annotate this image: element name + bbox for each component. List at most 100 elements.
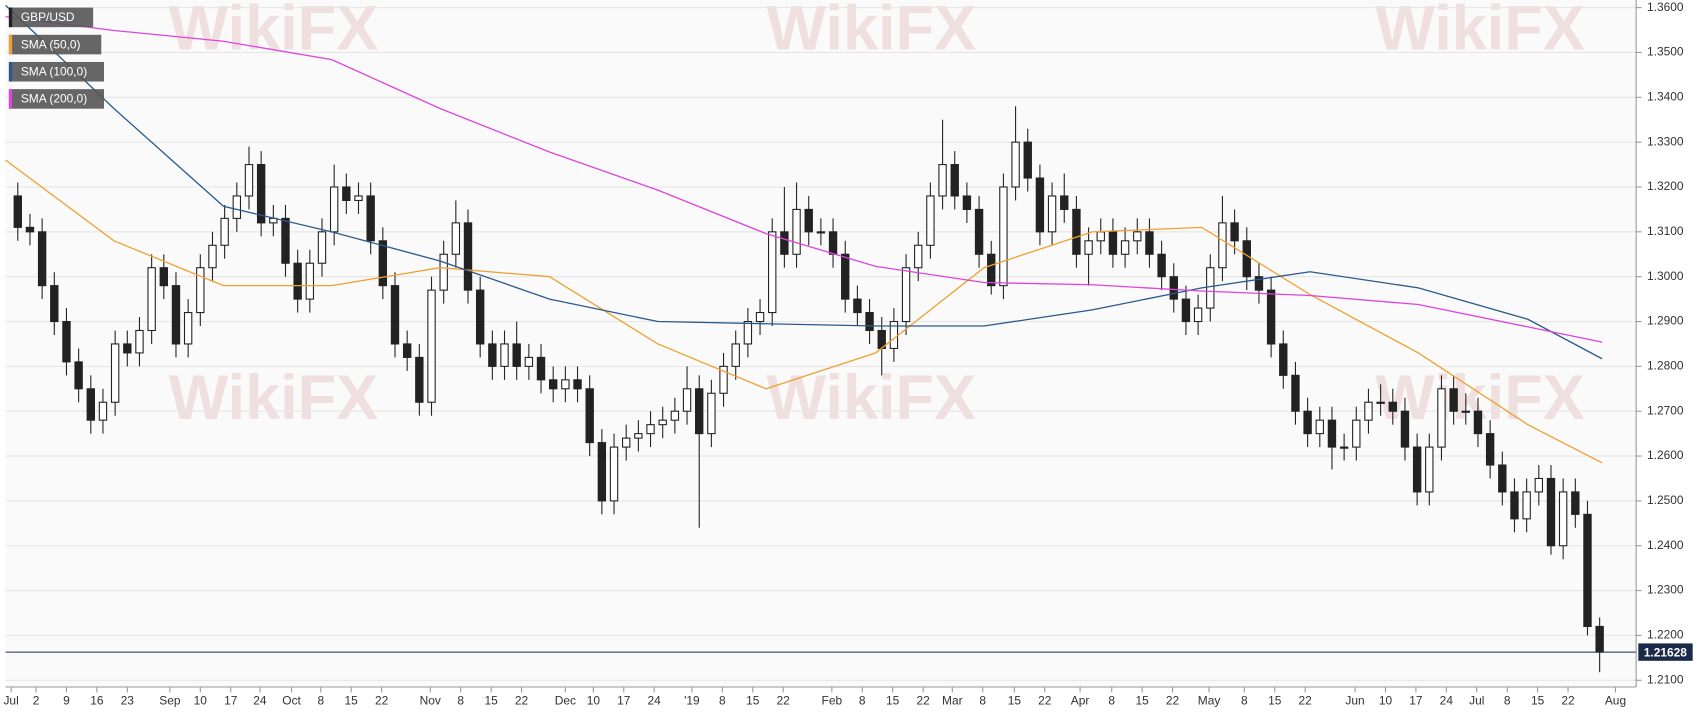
candle-body xyxy=(74,361,83,390)
y-tick-label: 1.2300 xyxy=(1647,583,1684,597)
y-tick-label: 1.2100 xyxy=(1647,672,1684,686)
x-tick-label: 8 xyxy=(1504,693,1511,707)
candle-body xyxy=(950,164,959,197)
candle-body xyxy=(1327,419,1337,448)
candle-body xyxy=(1120,240,1130,255)
x-tick-label: 17 xyxy=(617,693,631,707)
candle-body xyxy=(98,401,108,421)
x-tick-label: May xyxy=(1198,693,1221,707)
candle-body xyxy=(987,253,996,287)
candle-body xyxy=(500,343,509,367)
last-price-box xyxy=(1638,643,1693,661)
legend-box xyxy=(8,89,104,109)
x-tick-label: 24 xyxy=(648,693,662,707)
legend: GBP/USD SMA (50,0) SMA (100,0) SMA (200,0) xyxy=(8,7,104,109)
candle-body xyxy=(1133,231,1142,242)
candle-body xyxy=(475,289,485,345)
candle-body xyxy=(622,437,631,448)
legend-label: SMA (100,0) xyxy=(21,64,87,78)
x-tick-label: 22 xyxy=(375,693,389,707)
candle-body xyxy=(1230,222,1239,242)
candle-body xyxy=(159,267,169,287)
x-tick-label: 23 xyxy=(121,693,135,707)
x-tick-label: Jul xyxy=(1469,693,1484,707)
watermark: WikiFX xyxy=(767,363,977,433)
candle-body xyxy=(573,379,582,390)
legend-label: SMA (50,0) xyxy=(21,37,81,51)
candle-body xyxy=(585,388,594,444)
candle-body xyxy=(1400,410,1410,448)
candle-body xyxy=(828,231,838,255)
x-tick-label: 16 xyxy=(90,693,104,707)
legend-box xyxy=(8,7,94,28)
x-tick-label: '19 xyxy=(684,693,700,707)
x-tick-label: 15 xyxy=(345,693,359,707)
candle-body xyxy=(86,388,95,421)
x-tick-label: 17 xyxy=(1409,693,1423,707)
candle-body xyxy=(305,262,315,300)
candle-body xyxy=(792,208,801,255)
legend-swatch xyxy=(8,34,13,55)
candle-body xyxy=(1437,388,1446,448)
candle-body xyxy=(1206,267,1215,309)
candle-body xyxy=(1291,374,1300,412)
x-tick-label: Jun xyxy=(1345,693,1364,707)
candle-body xyxy=(1108,231,1118,255)
y-tick-label: 1.3500 xyxy=(1647,45,1684,59)
candle-body xyxy=(999,186,1008,287)
candle-body xyxy=(171,285,181,345)
candle-body xyxy=(196,267,205,314)
marks xyxy=(5,4,1637,673)
x-tick-label: 8 xyxy=(859,693,866,707)
candle-body xyxy=(378,240,388,287)
watermark: WikiFX xyxy=(767,0,977,63)
candle-body xyxy=(719,365,728,394)
candle-body xyxy=(50,285,59,323)
y-tick-label: 1.2600 xyxy=(1647,448,1684,462)
x-tick-label: 22 xyxy=(515,693,529,707)
candle-body xyxy=(853,298,862,314)
x-tick-label: 2 xyxy=(33,693,40,707)
candle-body xyxy=(1425,446,1434,493)
candle-body xyxy=(1096,231,1105,242)
candle-body xyxy=(561,379,570,390)
candle-body xyxy=(463,222,473,291)
legend-swatch xyxy=(8,7,13,28)
candle-body xyxy=(220,217,229,246)
x-tick-label: 8 xyxy=(979,693,986,707)
candle-body xyxy=(1498,464,1507,493)
candle-body xyxy=(1558,491,1568,547)
candle-body xyxy=(1242,240,1251,278)
candle-body xyxy=(1352,419,1361,448)
y-tick-label: 1.3600 xyxy=(1647,0,1684,14)
candle-body xyxy=(488,343,497,367)
candle-body xyxy=(768,231,777,314)
sma-line xyxy=(5,4,1603,360)
x-tick-label: 8 xyxy=(1241,693,1248,707)
candle-body xyxy=(962,195,972,210)
candle-body xyxy=(512,343,521,367)
candle-body xyxy=(1266,289,1276,345)
y-tick-label: 1.3100 xyxy=(1647,224,1684,238)
candle-body xyxy=(1072,208,1081,255)
candle-body xyxy=(938,164,947,197)
candle-body xyxy=(354,195,363,201)
x-tick-label: 24 xyxy=(253,693,267,707)
x-tick-label: Feb xyxy=(822,693,843,707)
y-tick-label: 1.3400 xyxy=(1647,89,1684,103)
x-tick-label: 15 xyxy=(1135,693,1149,707)
y-tick-label: 1.3300 xyxy=(1647,134,1684,148)
x-tick-label: 8 xyxy=(457,693,464,707)
plot-area xyxy=(5,0,1637,687)
candle-body xyxy=(926,195,935,246)
x-tick-label: Mar xyxy=(942,693,963,707)
legend-swatch xyxy=(8,61,13,82)
candle-body xyxy=(646,424,655,435)
candle-body xyxy=(256,164,266,224)
candle-body xyxy=(682,388,692,412)
sma-line xyxy=(5,15,1603,343)
y-tick-label: 1.2700 xyxy=(1647,403,1684,417)
y-tick-label: 1.2900 xyxy=(1647,314,1684,328)
watermark: WikiFX xyxy=(1375,0,1585,63)
x-tick-label: Nov xyxy=(420,693,441,707)
